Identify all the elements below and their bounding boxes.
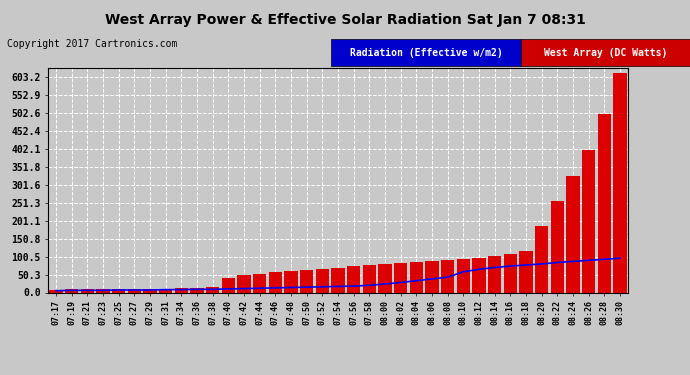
Bar — [566, 176, 580, 292]
Bar — [128, 289, 141, 292]
Bar — [65, 289, 79, 292]
Bar — [221, 278, 235, 292]
Bar — [206, 287, 219, 292]
Bar — [159, 289, 172, 292]
Bar — [269, 272, 282, 292]
Bar — [582, 150, 595, 292]
Bar — [144, 289, 157, 292]
Bar — [284, 271, 298, 292]
Bar — [535, 226, 549, 292]
Text: Copyright 2017 Cartronics.com: Copyright 2017 Cartronics.com — [7, 39, 177, 50]
Bar — [347, 266, 360, 292]
Bar — [457, 259, 470, 292]
Bar — [81, 289, 94, 292]
Bar — [441, 260, 455, 292]
Bar — [300, 270, 313, 292]
Text: Radiation (Effective w/m2): Radiation (Effective w/m2) — [350, 48, 502, 57]
Bar — [316, 268, 329, 292]
Bar — [237, 275, 250, 292]
Bar — [394, 263, 407, 292]
Bar — [520, 251, 533, 292]
Bar — [613, 73, 627, 292]
Bar — [363, 266, 376, 292]
Bar — [331, 267, 345, 292]
Bar — [426, 261, 439, 292]
Bar — [50, 290, 63, 292]
Text: West Array (DC Watts): West Array (DC Watts) — [544, 48, 667, 57]
Bar — [504, 254, 517, 292]
Bar — [598, 114, 611, 292]
Bar — [175, 288, 188, 292]
Bar — [190, 288, 204, 292]
Bar — [378, 264, 392, 292]
Bar — [97, 289, 110, 292]
Bar — [551, 201, 564, 292]
Bar — [112, 289, 126, 292]
Bar — [473, 258, 486, 292]
Bar — [410, 262, 423, 292]
Bar — [488, 256, 502, 292]
Text: West Array Power & Effective Solar Radiation Sat Jan 7 08:31: West Array Power & Effective Solar Radia… — [105, 13, 585, 27]
Bar — [253, 274, 266, 292]
